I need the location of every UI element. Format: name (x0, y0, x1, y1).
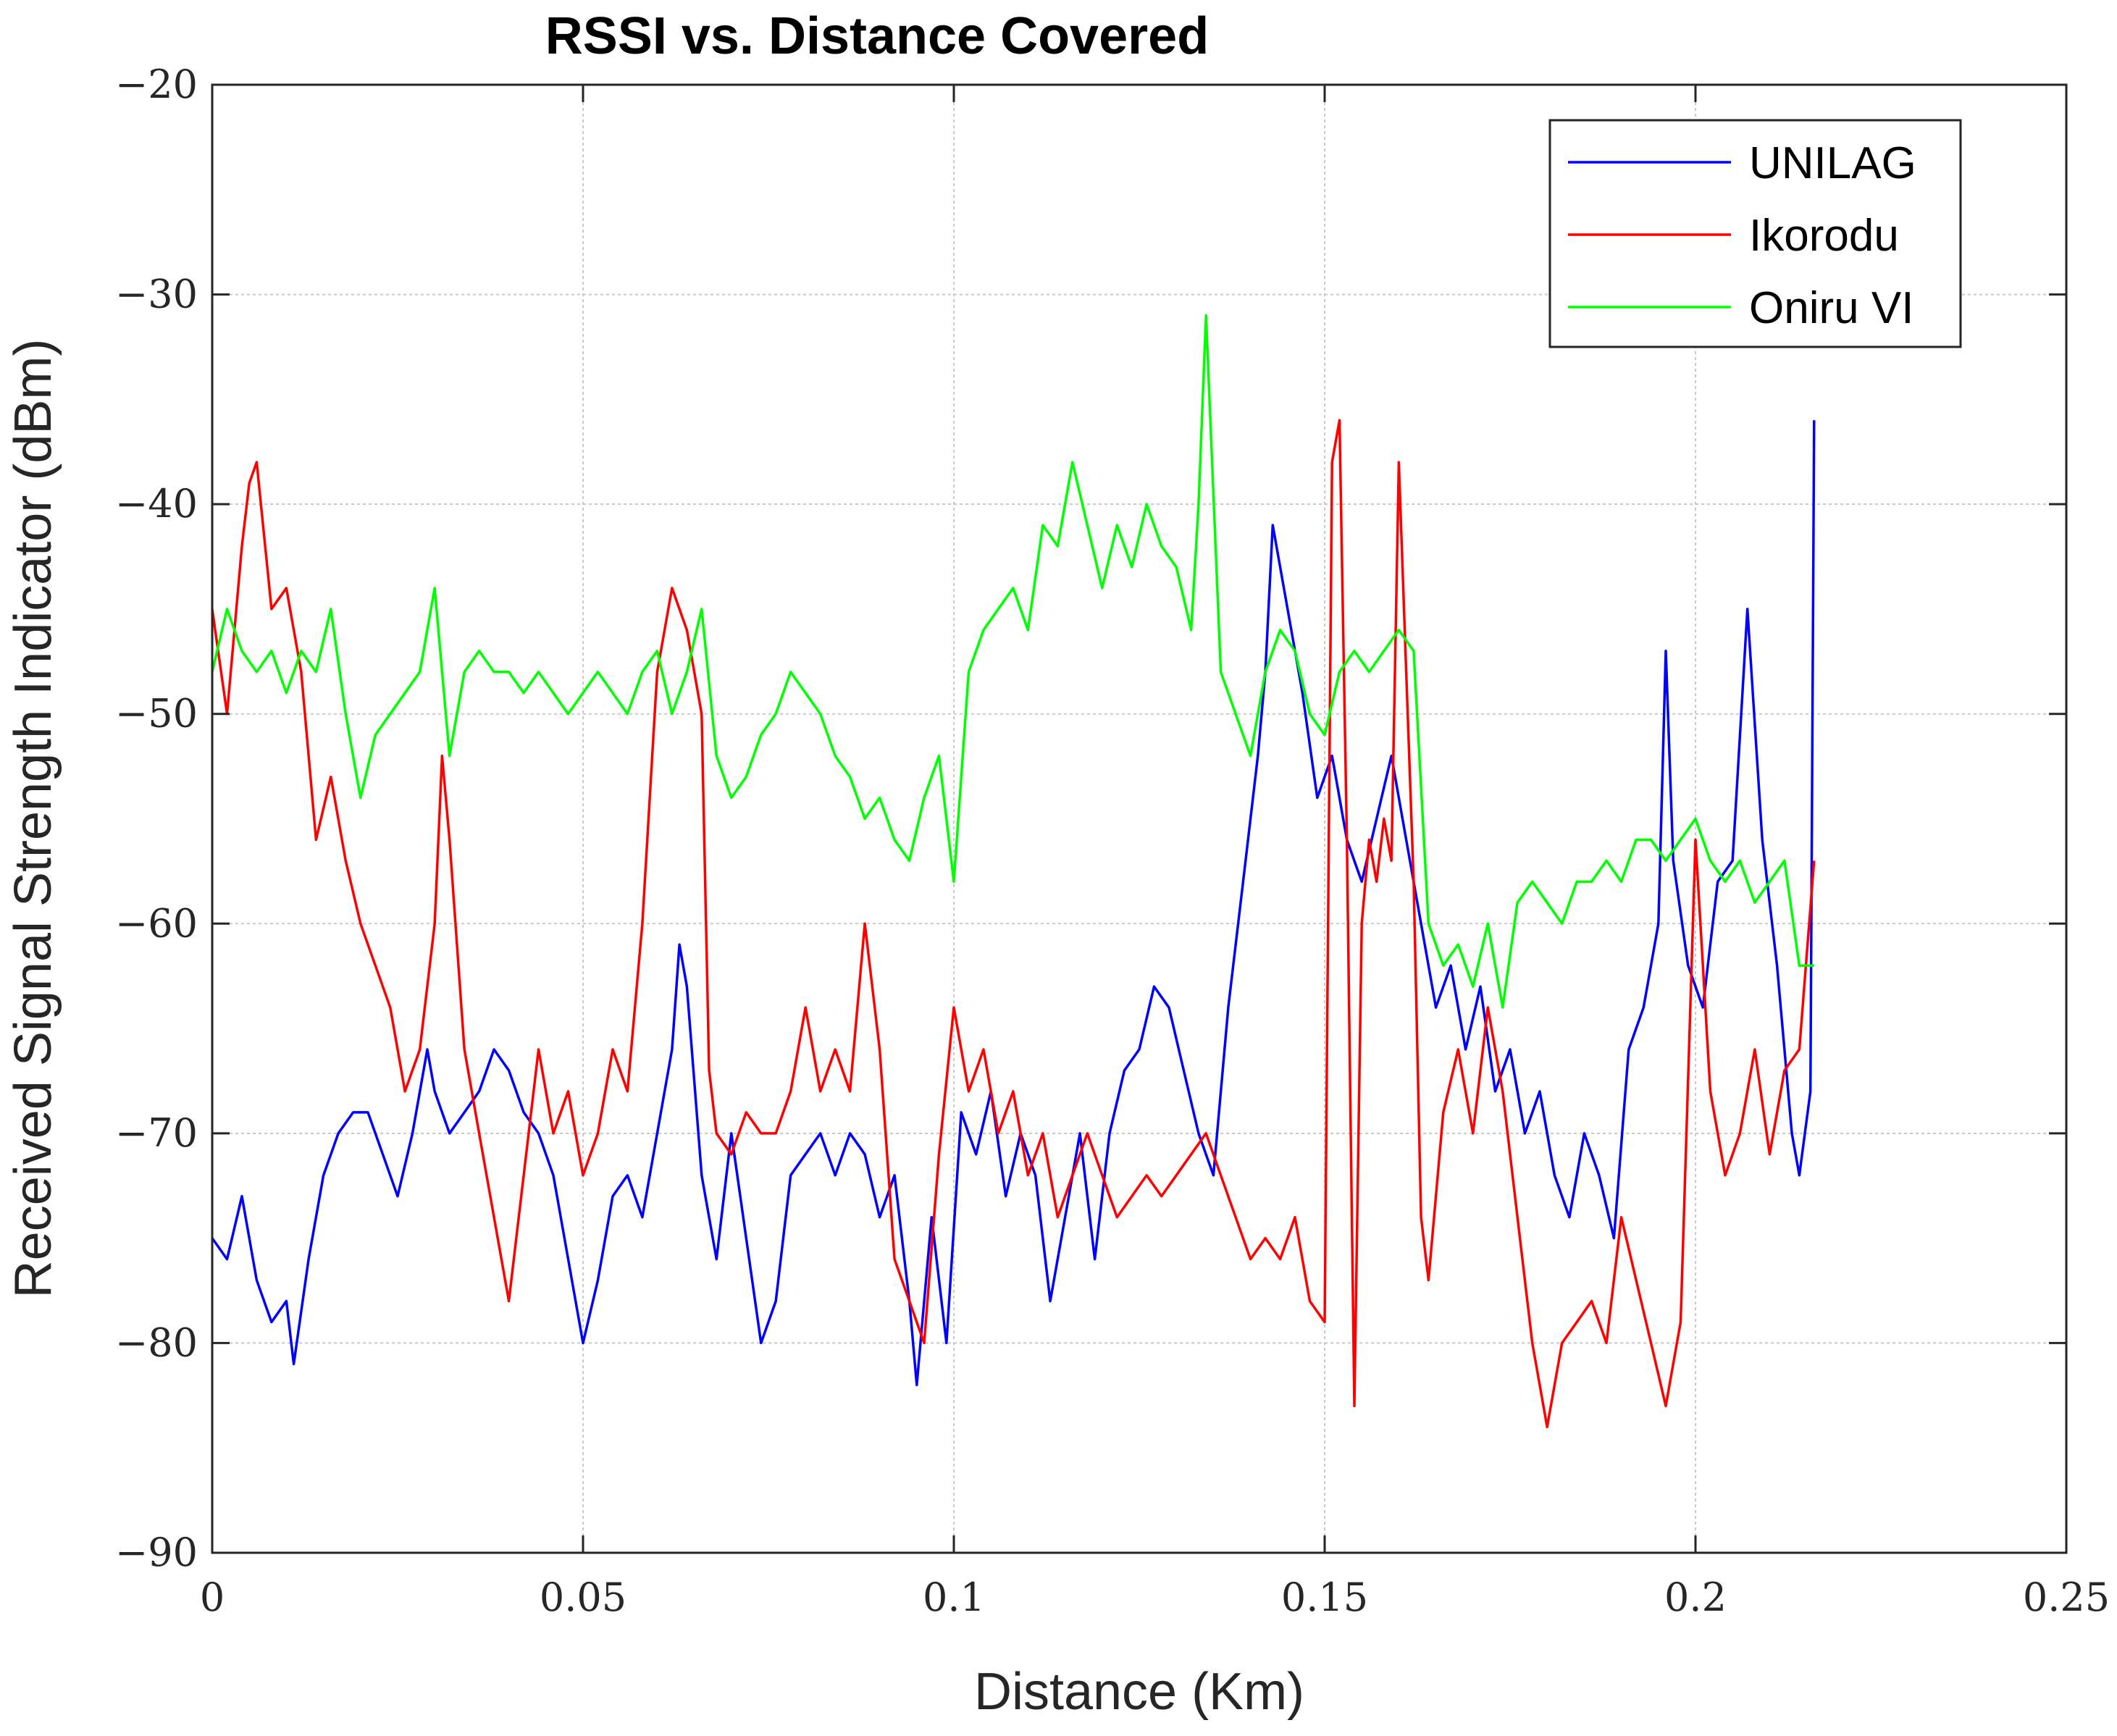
x-tick-label: 0.15 (1281, 1574, 1368, 1620)
oniru-series-line (211, 314, 1814, 1009)
legend: UNILAG Ikorodu Oniru VI (1548, 119, 1962, 348)
legend-entry: Oniru VI (1568, 283, 1913, 333)
y-tick-label: −90 (115, 1530, 198, 1575)
axis-ticks (211, 83, 2068, 1554)
x-tick-label: 0 (200, 1574, 225, 1620)
y-tick-label: −30 (115, 272, 198, 317)
plot-frame (211, 83, 2068, 1554)
y-tick-label: −40 (115, 481, 198, 527)
y-tick-label: −80 (115, 1320, 198, 1365)
x-tick-label: 0.1 (923, 1574, 985, 1620)
ikorodu-series-line (211, 419, 1816, 1429)
x-tick-label: 0.2 (1664, 1574, 1727, 1620)
legend-label: UNILAG (1749, 138, 1916, 188)
series-group (211, 314, 1816, 1429)
legend-label: Ikorodu (1749, 211, 1899, 261)
x-tick-label: 0.25 (2023, 1574, 2110, 1620)
legend-entry: Ikorodu (1568, 211, 1899, 261)
chart-title: RSSI vs. Distance Covered (545, 7, 1209, 65)
y-tick-labels: −90 −80 −70 −60 −50 −40 −30 −20 (115, 62, 198, 1575)
x-tick-labels: 0 0.05 0.1 0.15 0.2 0.25 (200, 1574, 2110, 1620)
legend-entry: UNILAG (1568, 138, 1916, 188)
y-tick-label: −70 (115, 1110, 198, 1156)
x-tick-label: 0.05 (540, 1574, 626, 1620)
y-tick-label: −20 (115, 62, 198, 107)
y-axis-label: Received Signal Strength Indicator (dBm) (4, 339, 62, 1299)
legend-entries: UNILAG Ikorodu Oniru VI (1568, 138, 1916, 333)
x-axis-label: Distance (Km) (974, 1663, 1304, 1721)
legend-label: Oniru VI (1749, 283, 1913, 333)
y-tick-label: −60 (115, 900, 198, 946)
y-tick-label: −50 (115, 691, 198, 737)
